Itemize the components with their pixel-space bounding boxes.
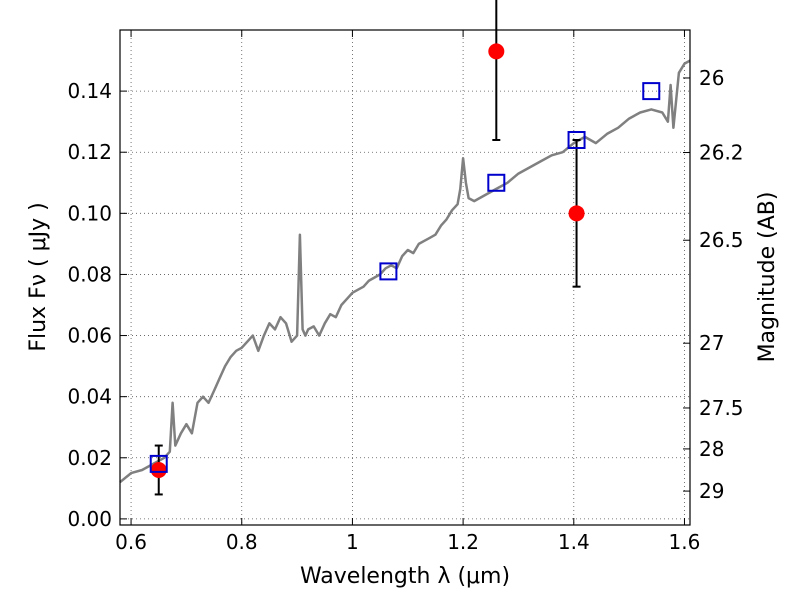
x-tick-label: 1.6: [669, 530, 701, 554]
ticks: 0.6 0.8 1 1.2 1.4 1.6 0.00 0.02 0.04 0.06 0.08 0.10…: [67, 30, 744, 554]
model-square: [567, 131, 586, 149]
right-tick-label: 26.5: [699, 228, 744, 252]
y-tick-label: 0.08: [67, 262, 112, 286]
spectrum-line: [119, 59, 691, 484]
x-tick-label: 0.8: [226, 530, 258, 554]
series-layer: [119, 0, 691, 496]
grid: [120, 30, 690, 525]
data-point: [568, 205, 585, 222]
right-tick-label: 27: [699, 331, 724, 355]
right-tick-label: 28: [699, 437, 724, 461]
right-tick-label: 26: [699, 66, 724, 90]
y-axis-label: Flux Fν ( μJy ): [26, 202, 51, 351]
y-tick-label: 0.04: [67, 385, 112, 409]
y-tick-label: 0.02: [67, 446, 112, 470]
right-axis-label: Magnitude (AB): [755, 192, 780, 363]
model-square: [642, 82, 661, 101]
model-square: [149, 454, 168, 473]
x-axis-label: Wavelength λ (μm): [300, 564, 510, 589]
model-square: [487, 173, 506, 192]
x-tick-label: 1.4: [558, 530, 590, 554]
y-tick-label: 0.14: [67, 79, 112, 103]
y-tick-label: 0.12: [67, 140, 112, 164]
y-tick-label: 0.06: [67, 324, 112, 348]
y-tick-label: 0.00: [67, 507, 112, 531]
plot-frame: [119, 29, 691, 526]
x-tick-label: 1: [346, 530, 359, 554]
model-square: [379, 262, 398, 281]
data-point: [488, 43, 505, 60]
x-tick-label: 1.2: [447, 530, 479, 554]
right-tick-label: 27.5: [699, 396, 744, 420]
right-tick-label: 29: [699, 479, 724, 503]
x-tick-label: 0.6: [115, 530, 147, 554]
right-tick-label: 26.2: [699, 141, 744, 165]
data-point: [150, 462, 167, 478]
y-tick-label: 0.10: [67, 201, 112, 225]
